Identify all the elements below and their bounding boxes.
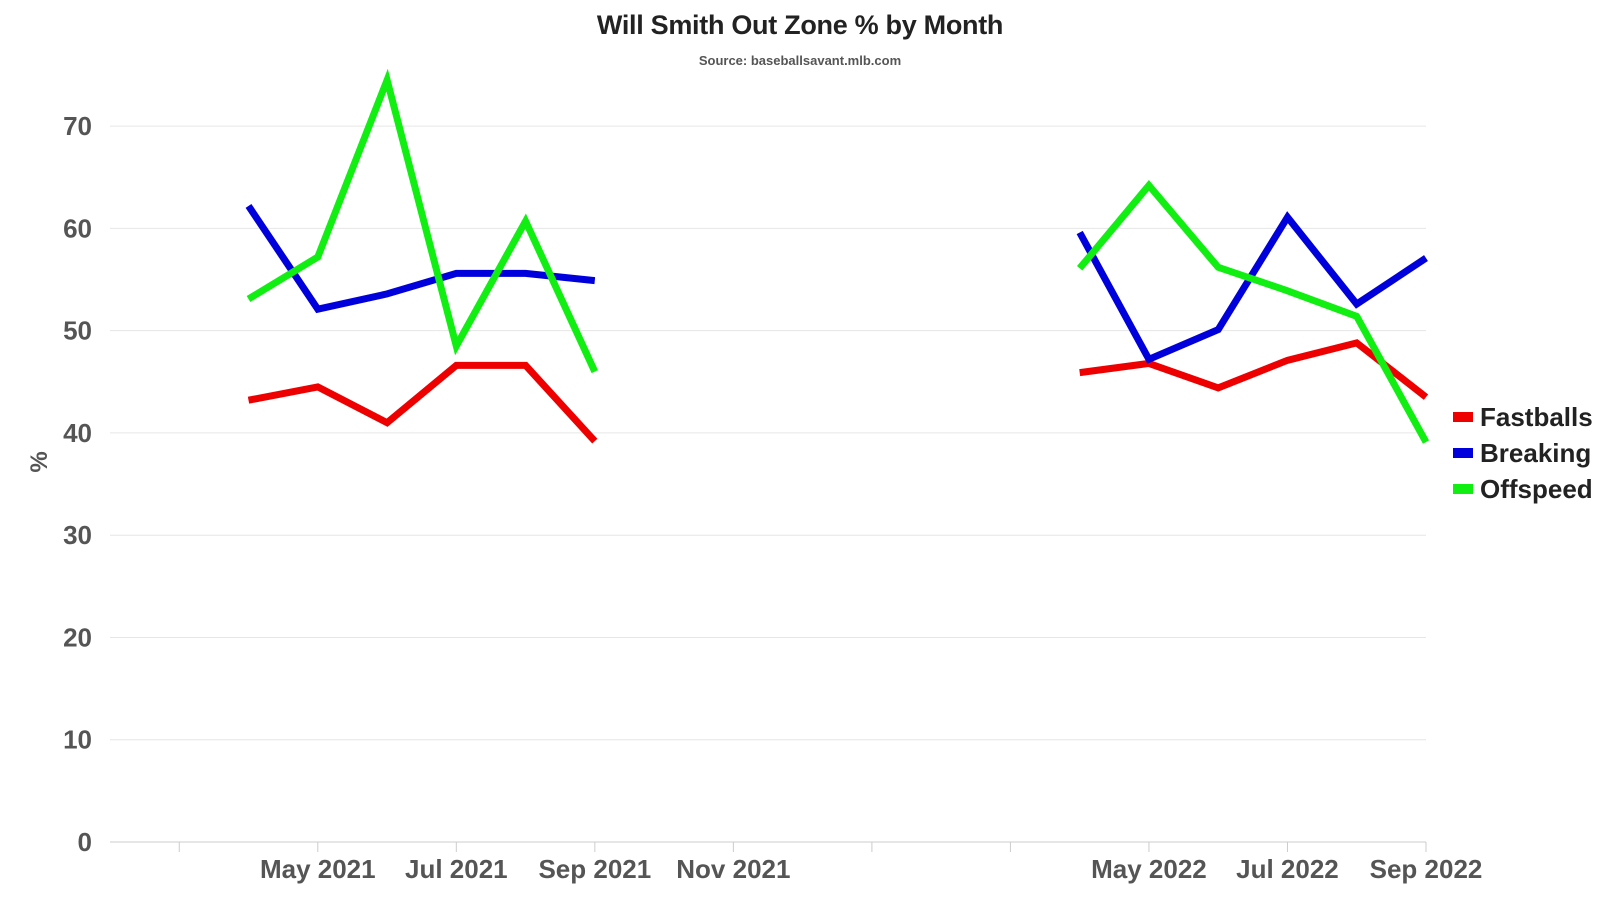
series-line-breaking	[245, 203, 596, 314]
y-tick-label: 30	[63, 520, 92, 550]
series-fastballs	[247, 339, 1429, 444]
series-line-fastballs	[1079, 339, 1429, 400]
y-tick-label: 60	[63, 213, 92, 243]
series-offspeed	[246, 68, 1430, 444]
x-tick-label: Jul 2022	[1236, 854, 1339, 884]
grid-lines	[110, 125, 1426, 741]
y-tick-label: 40	[63, 418, 92, 448]
x-tick-label: May 2021	[260, 854, 376, 884]
y-tick-label: 20	[63, 622, 92, 652]
y-tick-label: 0	[78, 827, 92, 857]
y-axis-ticks: 0 10 20 30 40 50 60 70	[63, 111, 92, 857]
legend-item-fastballs[interactable]: Fastballs	[1453, 402, 1593, 432]
series-lines	[245, 68, 1430, 444]
x-tick-label: May 2022	[1091, 854, 1207, 884]
y-tick-label: 70	[63, 111, 92, 141]
x-axis-ticks: May 2021 Jul 2021 Sep 2021 Nov 2021 May 2022…	[260, 854, 1482, 884]
x-tick-label: Jul 2021	[405, 854, 508, 884]
legend-swatch	[1453, 412, 1473, 422]
y-tick-label: 50	[63, 316, 92, 346]
series-breaking	[245, 203, 1428, 364]
legend-label: Offspeed	[1480, 474, 1593, 504]
series-line-fastballs	[247, 361, 598, 444]
legend: Fastballs Breaking Offspeed	[1453, 402, 1593, 504]
chart-subtitle: Source: baseballsavant.mlb.com	[698, 53, 902, 68]
y-axis-label: %	[26, 451, 53, 472]
x-tick-label: Nov 2021	[676, 854, 790, 884]
x-axis	[110, 841, 1427, 852]
x-tick-label: Sep 2022	[1370, 854, 1483, 884]
x-tick-label: Sep 2021	[538, 854, 651, 884]
legend-swatch	[1453, 448, 1473, 458]
legend-label: Fastballs	[1480, 402, 1593, 432]
series-line-breaking	[1076, 211, 1428, 364]
legend-item-offspeed[interactable]: Offspeed	[1453, 474, 1593, 504]
series-line-offspeed	[1077, 179, 1430, 444]
y-tick-label: 10	[63, 725, 92, 755]
chart-title: Will Smith Out Zone % by Month	[596, 10, 1004, 40]
legend-swatch	[1453, 484, 1473, 494]
legend-label: Breaking	[1480, 438, 1591, 468]
series-line-offspeed	[246, 68, 598, 374]
legend-item-breaking[interactable]: Breaking	[1453, 438, 1591, 468]
